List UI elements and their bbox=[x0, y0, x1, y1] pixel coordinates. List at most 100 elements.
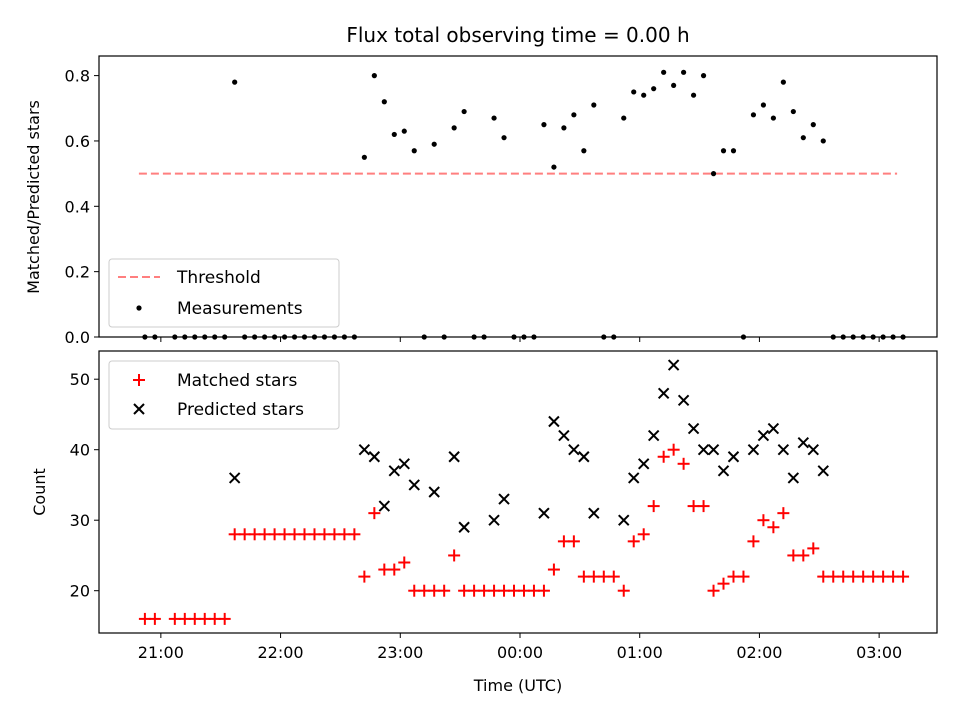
predicted-star-point bbox=[797, 436, 810, 449]
bottom-y-tick-label: 40 bbox=[70, 441, 90, 460]
matched-star-point bbox=[438, 584, 451, 597]
matched-star-point bbox=[757, 514, 770, 527]
legend-measurements-label: Measurements bbox=[177, 299, 303, 319]
predicted-star-point bbox=[727, 451, 740, 463]
legend-measurements-swatch bbox=[136, 305, 142, 311]
matched-star-point bbox=[348, 528, 361, 541]
measurement-point bbox=[391, 131, 397, 138]
predicted-star-point bbox=[637, 458, 650, 470]
measurement-point bbox=[661, 69, 667, 75]
measurement-point bbox=[690, 92, 697, 98]
bottom-y-axis: 20 30 40 50 bbox=[70, 370, 99, 601]
bottom-x-tick-label: 01:00 bbox=[617, 643, 663, 662]
bottom-x-tick-label: 23:00 bbox=[377, 643, 423, 662]
matched-star-point bbox=[767, 521, 780, 534]
matched-star-point bbox=[537, 584, 550, 597]
measurement-point bbox=[461, 108, 467, 115]
measurement-point bbox=[361, 154, 367, 160]
measurement-point bbox=[720, 148, 727, 154]
predicted-star-point bbox=[657, 387, 670, 400]
predicted-star-point bbox=[677, 394, 690, 407]
bottom-x-tick-label: 21:00 bbox=[138, 643, 184, 662]
bottom-y-tick-label: 50 bbox=[70, 370, 90, 389]
measurement-point bbox=[551, 164, 557, 170]
bottom-x-axis: 21:00 22:00 23:00 00:00 01:00 02:00 03:00 bbox=[138, 633, 902, 662]
predicted-star-point bbox=[628, 472, 640, 484]
measurement-point bbox=[770, 115, 776, 121]
matched-star-point bbox=[777, 507, 790, 520]
top-legend-box bbox=[108, 258, 340, 328]
predicted-star-point bbox=[448, 451, 460, 463]
measurement-point bbox=[621, 115, 627, 121]
top-panel: Flux total observing time = 0.00 h 0.00.… bbox=[24, 23, 938, 347]
predicted-star-point bbox=[538, 507, 550, 519]
matched-star-point bbox=[747, 535, 760, 548]
bottom-legend-box bbox=[108, 360, 340, 430]
bottom-y-axis-label: Count bbox=[30, 468, 49, 516]
bottom-legend: Matched stars Predicted stars bbox=[108, 360, 340, 430]
predicted-star-point bbox=[687, 422, 700, 435]
top-x-axis bbox=[160, 337, 880, 342]
matched-star-point bbox=[547, 563, 560, 576]
predicted-star-point bbox=[228, 472, 241, 484]
top-y-tick-label: 0.0 bbox=[65, 328, 90, 347]
matched-star-point bbox=[388, 563, 401, 576]
bottom-plot-frame bbox=[98, 350, 938, 634]
legend-matched-swatch bbox=[133, 374, 145, 386]
measurement-point bbox=[501, 135, 507, 141]
matched-star-point bbox=[897, 570, 910, 583]
predicted-star-point bbox=[498, 493, 510, 505]
matched-star-point bbox=[717, 577, 730, 590]
top-y-tick-label: 0.4 bbox=[65, 197, 90, 216]
measurement-point bbox=[790, 108, 796, 115]
measurement-point bbox=[381, 99, 387, 105]
predicted-star-point bbox=[458, 521, 470, 533]
top-y-axis-label: Matched/Predicted stars bbox=[24, 100, 43, 294]
matched-star-point bbox=[657, 450, 670, 463]
predicted-star-point bbox=[368, 451, 381, 463]
predicted-star-point bbox=[707, 443, 720, 456]
legend-predicted-swatch bbox=[133, 403, 145, 415]
x-axis-label: Time (UTC) bbox=[473, 676, 562, 695]
matched-star-point bbox=[797, 549, 810, 562]
matched-star-point bbox=[617, 584, 630, 597]
matched-star-point bbox=[677, 457, 690, 470]
measurement-point bbox=[760, 102, 767, 108]
matched-star-point bbox=[807, 542, 820, 555]
measurement-point bbox=[571, 112, 577, 118]
bottom-y-tick-label: 20 bbox=[70, 582, 90, 601]
predicted-star-point bbox=[488, 514, 500, 526]
predicted-star-point bbox=[578, 451, 590, 463]
measurement-point bbox=[371, 73, 377, 79]
top-y-axis: 0.0 0.2 0.4 0.6 0.8 bbox=[65, 67, 99, 347]
matched-star-point bbox=[607, 570, 620, 583]
measurement-point bbox=[591, 102, 597, 108]
bottom-points-layer bbox=[138, 359, 910, 625]
measurement-point bbox=[451, 125, 457, 131]
predicted-star-point bbox=[667, 359, 680, 371]
matched-star-point bbox=[737, 570, 750, 583]
measurement-point bbox=[581, 148, 587, 154]
measurement-point bbox=[491, 115, 497, 121]
measurement-point bbox=[431, 141, 437, 147]
top-y-tick-label: 0.8 bbox=[65, 67, 90, 86]
predicted-star-point bbox=[358, 443, 371, 456]
measurement-point bbox=[750, 112, 757, 118]
predicted-star-point bbox=[817, 465, 829, 477]
predicted-star-point bbox=[767, 422, 780, 435]
predicted-star-point bbox=[757, 429, 770, 442]
top-plot-frame bbox=[98, 55, 938, 338]
predicted-star-point bbox=[568, 443, 580, 456]
bottom-panel: 20 30 40 50 21:00 22:00 23:00 00:00 01:00 02:00 0… bbox=[30, 350, 938, 695]
measurement-point bbox=[800, 135, 806, 141]
predicted-star-point bbox=[618, 514, 630, 526]
measurement-point bbox=[671, 82, 677, 89]
measurement-point bbox=[411, 148, 417, 154]
matched-star-point bbox=[398, 556, 411, 569]
measurement-point bbox=[651, 86, 657, 92]
bottom-x-tick-label: 02:00 bbox=[736, 643, 782, 662]
predicted-star-point bbox=[787, 472, 800, 484]
predicted-star-point bbox=[428, 486, 440, 498]
measurement-point bbox=[631, 89, 637, 95]
